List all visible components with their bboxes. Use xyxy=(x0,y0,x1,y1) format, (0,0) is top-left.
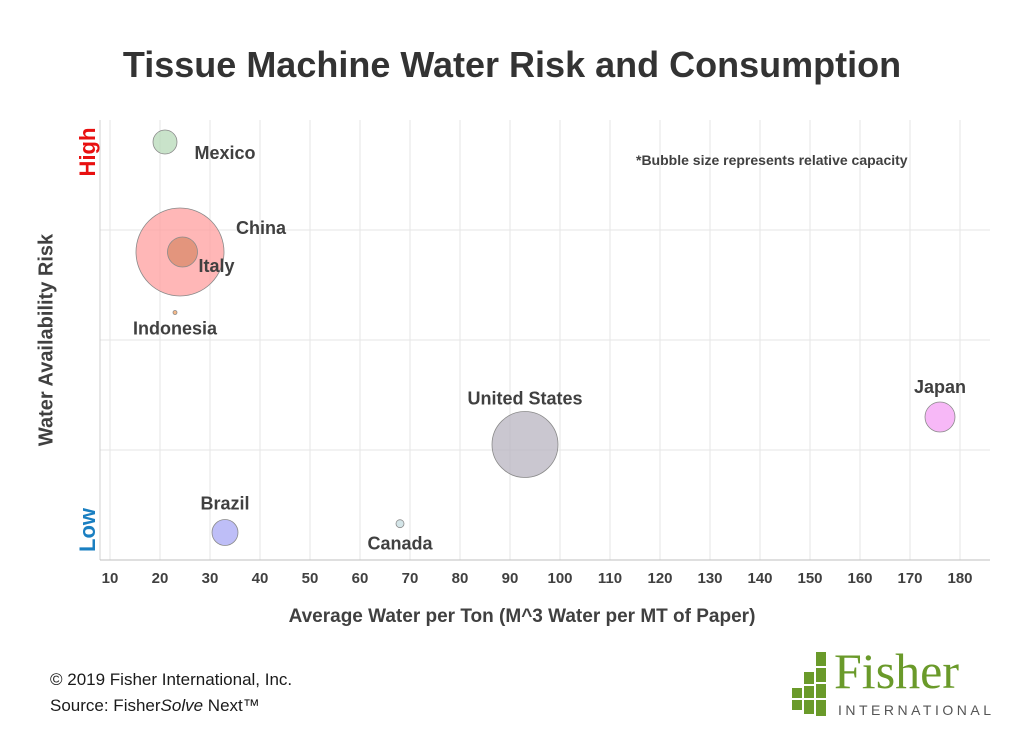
x-tick-label: 150 xyxy=(797,570,822,587)
bubble-italy xyxy=(167,236,198,268)
logo-grid-icon xyxy=(792,652,826,716)
x-tick-label: 70 xyxy=(402,570,419,587)
data-label-brazil: Brazil xyxy=(200,494,249,514)
bubble-indonesia xyxy=(172,310,178,315)
x-tick-label: 100 xyxy=(547,570,572,587)
x-tick-label: 90 xyxy=(502,570,519,587)
y-axis-high-label: High xyxy=(75,127,100,177)
x-tick-label: 20 xyxy=(152,570,169,587)
x-tick-label: 40 xyxy=(252,570,269,587)
y-axis-low-label: Low xyxy=(75,508,100,552)
x-tick-label: 30 xyxy=(202,570,219,587)
x-tick-label: 80 xyxy=(452,570,469,587)
data-label-japan: Japan xyxy=(914,377,966,397)
logo-subtitle: INTERNATIONAL xyxy=(838,702,995,718)
x-tick-label: 140 xyxy=(747,570,772,587)
bubble-united-states xyxy=(491,411,559,478)
logo-wordmark: Fisher xyxy=(834,643,959,699)
x-tick-label: 60 xyxy=(352,570,369,587)
source-prefix: Source: Fisher xyxy=(50,696,161,715)
data-label-mexico: Mexico xyxy=(194,143,255,163)
data-label-italy: Italy xyxy=(199,256,235,276)
bubble-mexico xyxy=(152,129,178,155)
x-tick-label: 110 xyxy=(598,570,622,587)
bubble-brazil xyxy=(211,519,239,546)
x-tick-label: 180 xyxy=(947,570,972,587)
data-label-indonesia: Indonesia xyxy=(133,319,218,339)
chart-title: Tissue Machine Water Risk and Consumptio… xyxy=(122,44,902,85)
bubble-japan xyxy=(924,401,956,433)
x-tick-label: 170 xyxy=(897,570,922,587)
source-italic: Solve xyxy=(160,696,204,715)
x-tick-label: 120 xyxy=(647,570,672,587)
bubble-canada xyxy=(395,519,405,529)
source-suffix: Next™ xyxy=(203,696,260,715)
data-label-united-states: United States xyxy=(467,389,582,409)
fisher-logo: Fisher INTERNATIONAL xyxy=(786,643,991,722)
x-tick-label: 160 xyxy=(847,570,872,587)
data-label-canada: Canada xyxy=(367,534,433,554)
x-tick-label: 10 xyxy=(102,570,119,587)
x-axis-label: Average Water per Ton (M^3 Water per MT … xyxy=(288,606,756,627)
source-text: Source: FisherSolve Next™ xyxy=(50,696,260,716)
bubble-size-note: *Bubble size represents relative capacit… xyxy=(636,152,908,168)
x-tick-label: 50 xyxy=(302,570,319,587)
copyright-text: © 2019 Fisher International, Inc. xyxy=(50,670,293,689)
y-axis-label: Water Availability Risk xyxy=(35,233,58,447)
data-label-china: China xyxy=(236,218,287,238)
x-tick-label: 130 xyxy=(697,570,722,587)
